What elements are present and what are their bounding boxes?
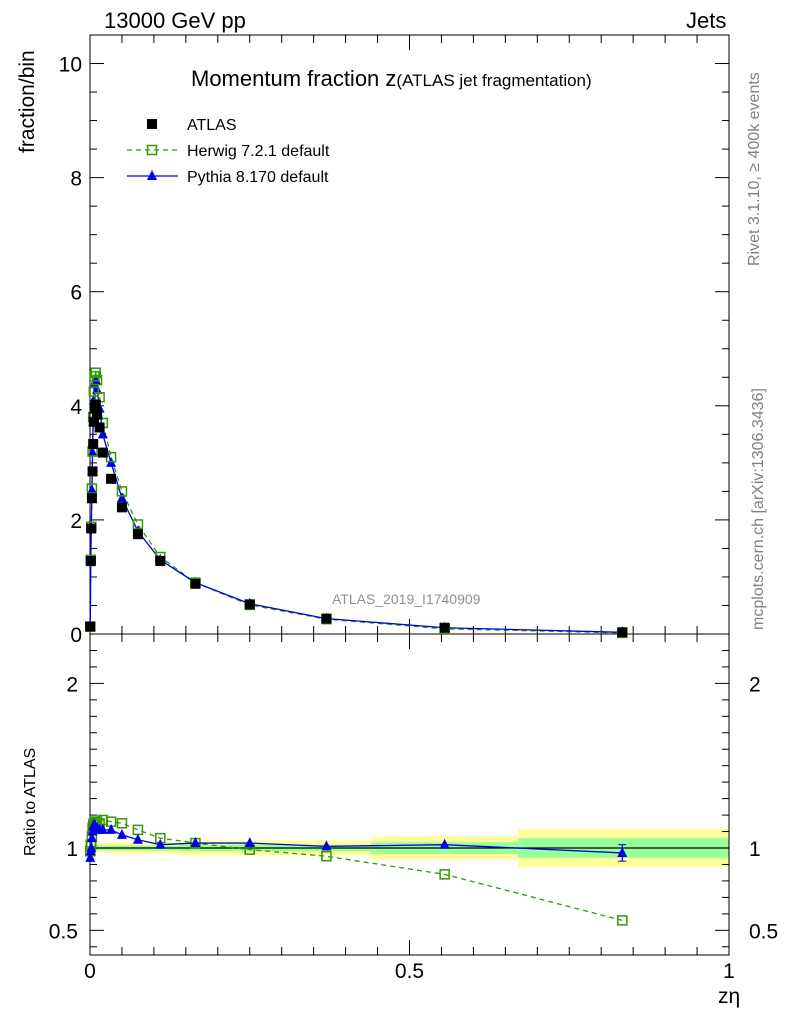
ratio-point	[116, 828, 127, 839]
main-plot-frame	[89, 34, 730, 635]
main-point	[190, 578, 201, 589]
main-y-tick-label: 2	[70, 510, 82, 533]
ratio-point	[439, 838, 450, 849]
ratio-point	[85, 851, 96, 862]
main-title: Momentum fraction z(ATLAS jet fragmentat…	[191, 66, 592, 92]
legend-label: ATLAS	[187, 117, 237, 134]
header-beam-label: 13000 GeV pp	[104, 8, 246, 33]
main-point	[617, 627, 628, 638]
main-point	[106, 473, 117, 484]
legend-marker	[147, 170, 157, 180]
ratio-point	[439, 869, 450, 880]
ratio-y-tick-label: 0.5	[49, 920, 78, 943]
ratio-y-tick-label: 2	[66, 673, 78, 696]
main-y-tick-label: 8	[70, 168, 82, 191]
ratio-point	[132, 824, 144, 836]
ratio-point	[617, 915, 628, 926]
main-point	[85, 555, 96, 566]
main-point	[86, 483, 98, 494]
main-series-line	[89, 379, 623, 633]
main-point	[94, 422, 105, 433]
main-y-tick-label: 6	[70, 282, 82, 305]
main-point	[87, 466, 98, 477]
ratio-point	[132, 833, 143, 844]
main-point	[116, 486, 128, 497]
ratio-point	[86, 832, 97, 843]
main-point	[86, 523, 97, 534]
main-y-tick-label: 4	[70, 396, 82, 419]
main-point	[90, 399, 101, 410]
x-tick-label: 1	[723, 960, 735, 983]
ratio-point	[106, 823, 117, 834]
x-tick-label: 0	[84, 960, 96, 983]
ratio-point	[116, 818, 128, 829]
ratio-point	[321, 840, 332, 851]
main-point	[321, 613, 332, 624]
x-axis-label: zη	[718, 985, 741, 1008]
main-point	[86, 493, 97, 504]
main-point	[86, 484, 97, 495]
ratio-point	[155, 838, 166, 849]
main-point	[132, 529, 143, 540]
main-point	[90, 367, 102, 378]
main-point	[88, 386, 100, 397]
main-point	[132, 519, 144, 530]
main-y-tick-label: 0	[70, 624, 82, 647]
legend-marker	[146, 144, 158, 156]
ratio-y-tick-label-right: 1	[749, 838, 761, 861]
ratio-point	[321, 850, 332, 862]
main-point	[97, 428, 108, 439]
ratio-point	[190, 837, 201, 848]
main-point	[97, 447, 108, 458]
ratio-y-tick-label-right: 2	[749, 673, 761, 696]
ratio-plot-frame	[89, 633, 730, 956]
legend-label: Herwig 7.2.1 default	[187, 143, 330, 160]
main-point	[92, 383, 103, 394]
main-point	[91, 374, 103, 386]
legend-marker	[147, 119, 157, 129]
ratio-point	[86, 842, 97, 852]
main-point	[116, 502, 127, 513]
main-point	[85, 621, 96, 632]
ratio-y-tick-label-right: 0.5	[749, 920, 778, 943]
x-tick-label: 0.5	[395, 960, 424, 983]
main-point	[155, 555, 166, 566]
main-point	[92, 409, 103, 420]
main-point	[88, 416, 99, 427]
main-series-line	[89, 370, 623, 634]
main-point	[439, 622, 450, 633]
header-category-label: Jets	[686, 8, 727, 33]
main-point	[87, 446, 98, 457]
main-title-text: Momentum fraction z	[191, 66, 397, 91]
main-point	[116, 492, 127, 503]
main-title-subtitle: (ATLAS jet fragmentation)	[396, 71, 592, 90]
ratio-point	[97, 823, 108, 834]
ratio-y-tick-label: 1	[66, 838, 78, 861]
main-point	[244, 599, 255, 610]
analysis-tag: ATLAS_2019_I1740909	[332, 591, 481, 607]
main-point	[88, 439, 99, 450]
main-y-tick-label: 10	[59, 54, 82, 77]
ratio-point	[244, 837, 255, 848]
legend-label: Pythia 8.170 default	[187, 169, 329, 186]
